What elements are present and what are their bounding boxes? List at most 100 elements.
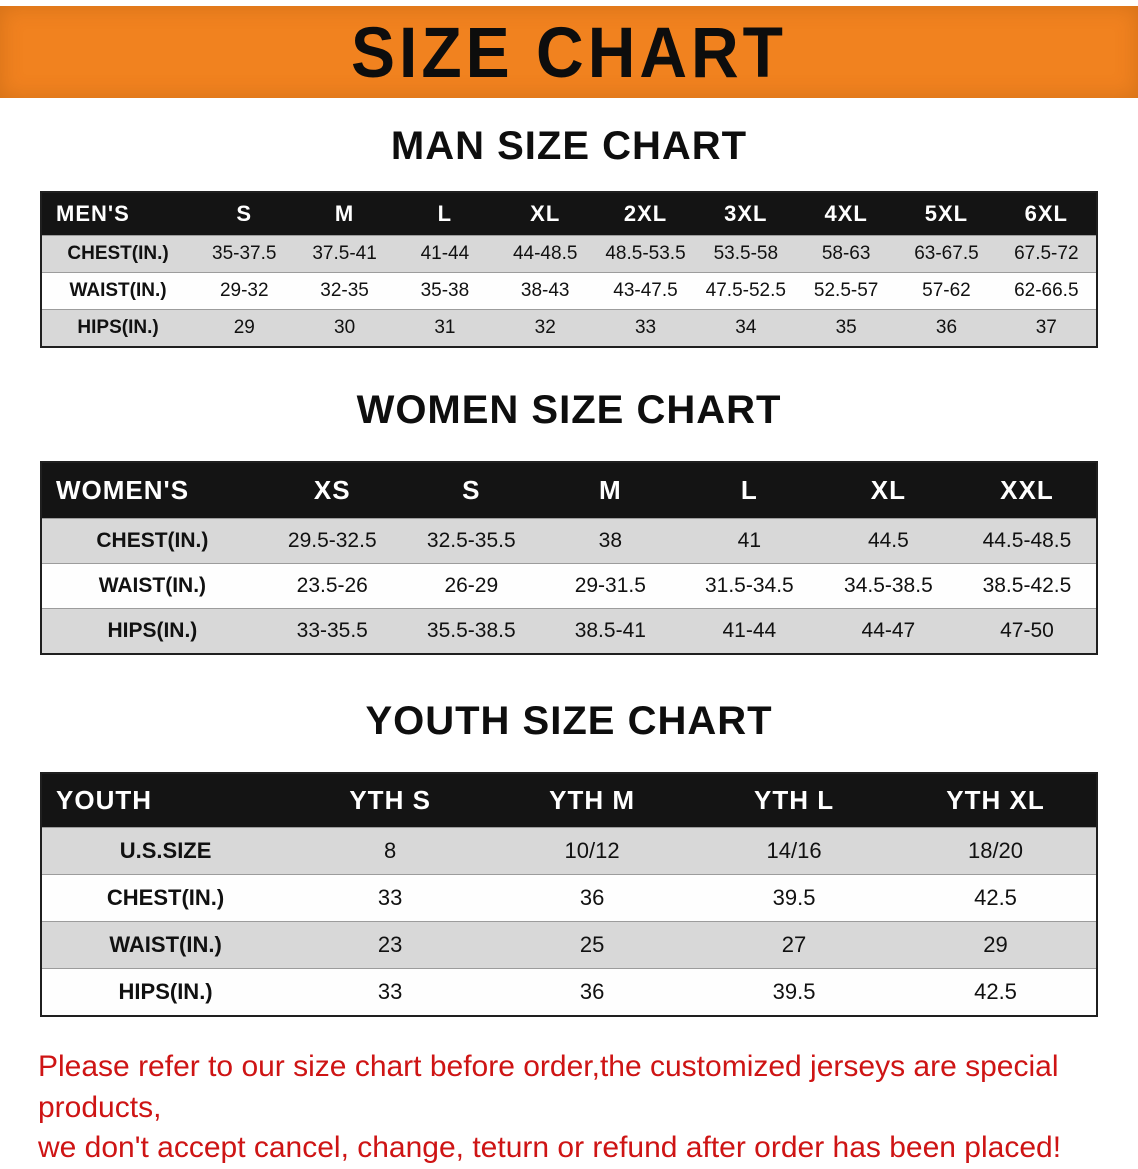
size-value-cell: 29-31.5 xyxy=(574,574,646,597)
row-label: WAIST(IN.) xyxy=(69,280,167,301)
size-value-cell: 10/12 xyxy=(564,838,620,863)
size-value-cell: 35-37.5 xyxy=(212,243,277,264)
size-value-cell: 31.5-34.5 xyxy=(704,574,794,597)
size-value-cell: 34 xyxy=(735,317,757,338)
youth-header-row: YOUTH YTH S YTH M YTH L YTH XL xyxy=(41,773,1097,828)
size-value-cell: 31 xyxy=(434,317,456,338)
women-size-table: WOMEN'S XS S M L XL XXL CHEST(IN.) 29.5-… xyxy=(40,461,1098,655)
table-row: WAIST(IN.) 29-32 32-35 35-38 38-43 43-47… xyxy=(41,272,1097,310)
size-value-cell: 38-43 xyxy=(520,280,570,301)
size-value-cell: 52.5-57 xyxy=(813,280,879,301)
size-value-cell: 57-62 xyxy=(922,280,971,301)
size-value-cell: 44-47 xyxy=(861,619,916,642)
size-value-cell: 47-50 xyxy=(1000,619,1054,642)
men-header-row: MEN'S S M L XL 2XL 3XL 4XL 5XL 6XL xyxy=(41,192,1097,236)
size-value-cell: 67.5-72 xyxy=(1014,243,1079,264)
row-label: CHEST(IN.) xyxy=(67,243,169,264)
men-section-heading: MAN SIZE CHART xyxy=(390,124,748,168)
table-row: HIPS(IN.) 29 30 31 32 33 34 35 36 37 xyxy=(41,309,1097,347)
women-section-heading: WOMEN SIZE CHART xyxy=(356,388,782,432)
row-label: HIPS(IN.) xyxy=(107,619,198,642)
size-column-header: YTH S xyxy=(289,773,492,828)
size-value-cell: 39.5 xyxy=(772,885,816,910)
size-column-header: L xyxy=(394,192,496,236)
size-value-cell: 38.5-42.5 xyxy=(982,574,1072,597)
size-value-cell: 58-63 xyxy=(821,243,871,264)
disclaimer-line-2: we don't accept cancel, change, teturn o… xyxy=(38,1131,1062,1164)
table-row: WAIST(IN.) 23 25 27 29 xyxy=(41,921,1097,969)
size-value-cell: 36 xyxy=(579,885,605,910)
size-value-cell: 62-66.5 xyxy=(1014,280,1079,301)
size-value-cell: 42.5 xyxy=(974,979,1017,1004)
size-column-header: M xyxy=(540,462,680,519)
size-chart-page: SIZE CHART MAN SIZE CHART MEN'S S M L XL… xyxy=(0,6,1138,1169)
table-row: CHEST(IN.) 29.5-32.5 32.5-35.5 38 41 44.… xyxy=(41,518,1097,564)
size-value-cell: 35 xyxy=(835,317,857,338)
row-label: HIPS(IN.) xyxy=(118,979,213,1004)
size-value-cell: 26-29 xyxy=(444,574,499,597)
size-value-cell: 27 xyxy=(781,932,807,957)
disclaimer: Please refer to our size chart before or… xyxy=(38,1047,1114,1169)
size-value-cell: 38.5-41 xyxy=(574,619,646,642)
size-value-cell: 23.5-26 xyxy=(296,574,368,597)
size-column-header: S xyxy=(194,192,295,236)
size-value-cell: 30 xyxy=(334,317,356,338)
size-value-cell: 23 xyxy=(377,932,403,957)
size-value-cell: 14/16 xyxy=(766,838,822,863)
size-value-cell: 37.5-41 xyxy=(312,243,377,264)
size-value-cell: 39.5 xyxy=(772,979,816,1004)
table-row: WAIST(IN.) 23.5-26 26-29 29-31.5 31.5-34… xyxy=(41,563,1097,609)
table-row: CHEST(IN.) 33 36 39.5 42.5 xyxy=(41,874,1097,922)
size-value-cell: 29 xyxy=(233,317,255,338)
size-value-cell: 32 xyxy=(534,317,556,338)
row-label: CHEST(IN.) xyxy=(106,885,225,910)
size-column-header: XS xyxy=(262,462,402,519)
size-column-header: 4XL xyxy=(795,192,897,236)
size-value-cell: 32.5-35.5 xyxy=(426,529,516,552)
table-corner-label: MEN'S xyxy=(41,192,195,236)
youth-section-heading: YOUTH SIZE CHART xyxy=(365,699,773,743)
size-value-cell: 38 xyxy=(598,529,622,552)
size-column-header: XL xyxy=(495,192,596,236)
youth-size-table: YOUTH YTH S YTH M YTH L YTH XL U.S.SIZE … xyxy=(40,772,1098,1017)
size-column-header: 2XL xyxy=(595,192,696,236)
size-column-header: YTH XL xyxy=(895,773,1097,828)
size-value-cell: 29.5-32.5 xyxy=(287,529,377,552)
size-value-cell: 33 xyxy=(634,317,657,338)
row-label: WAIST(IN.) xyxy=(109,932,222,957)
size-value-cell: 29 xyxy=(983,932,1008,957)
size-value-cell: 41-44 xyxy=(420,243,470,264)
size-value-cell: 25 xyxy=(579,932,605,957)
size-value-cell: 36 xyxy=(935,317,958,338)
size-value-cell: 48.5-53.5 xyxy=(605,243,686,264)
size-value-cell: 41 xyxy=(737,529,762,552)
size-value-cell: 47.5-52.5 xyxy=(705,280,786,301)
size-value-cell: 35.5-38.5 xyxy=(426,619,516,642)
youth-section: YOUTH SIZE CHART YOUTH YTH S YTH M YTH L… xyxy=(0,699,1138,1017)
size-column-header: XL xyxy=(818,462,958,519)
table-corner-label: YOUTH xyxy=(41,773,290,828)
size-value-cell: 35-38 xyxy=(420,280,470,301)
disclaimer-line-1: Please refer to our size chart before or… xyxy=(38,1050,1059,1124)
size-value-cell: 63-67.5 xyxy=(914,243,979,264)
size-value-cell: 53.5-58 xyxy=(713,243,779,264)
size-value-cell: 44.5 xyxy=(867,529,909,552)
size-value-cell: 42.5 xyxy=(974,885,1017,910)
size-value-cell: 44-48.5 xyxy=(512,243,578,264)
size-column-header: L xyxy=(679,462,819,519)
table-row: U.S.SIZE 8 10/12 14/16 18/20 xyxy=(41,827,1097,875)
men-section: MAN SIZE CHART MEN'S S M L XL 2XL 3XL 4X… xyxy=(0,124,1138,348)
men-size-table: MEN'S S M L XL 2XL 3XL 4XL 5XL 6XL CHEST… xyxy=(40,191,1098,348)
row-label: CHEST(IN.) xyxy=(96,529,209,552)
size-value-cell: 37 xyxy=(1035,317,1057,338)
women-header-row: WOMEN'S XS S M L XL XXL xyxy=(41,462,1097,519)
size-value-cell: 44.5-48.5 xyxy=(982,529,1072,552)
size-column-header: S xyxy=(401,462,541,519)
size-column-header: M xyxy=(294,192,395,236)
table-row: CHEST(IN.) 35-37.5 37.5-41 41-44 44-48.5… xyxy=(41,235,1097,273)
row-label: HIPS(IN.) xyxy=(77,317,159,338)
size-value-cell: 33-35.5 xyxy=(296,619,368,642)
size-column-header: 6XL xyxy=(996,192,1097,236)
size-value-cell: 34.5-38.5 xyxy=(844,574,933,597)
size-value-cell: 29-32 xyxy=(219,280,269,301)
